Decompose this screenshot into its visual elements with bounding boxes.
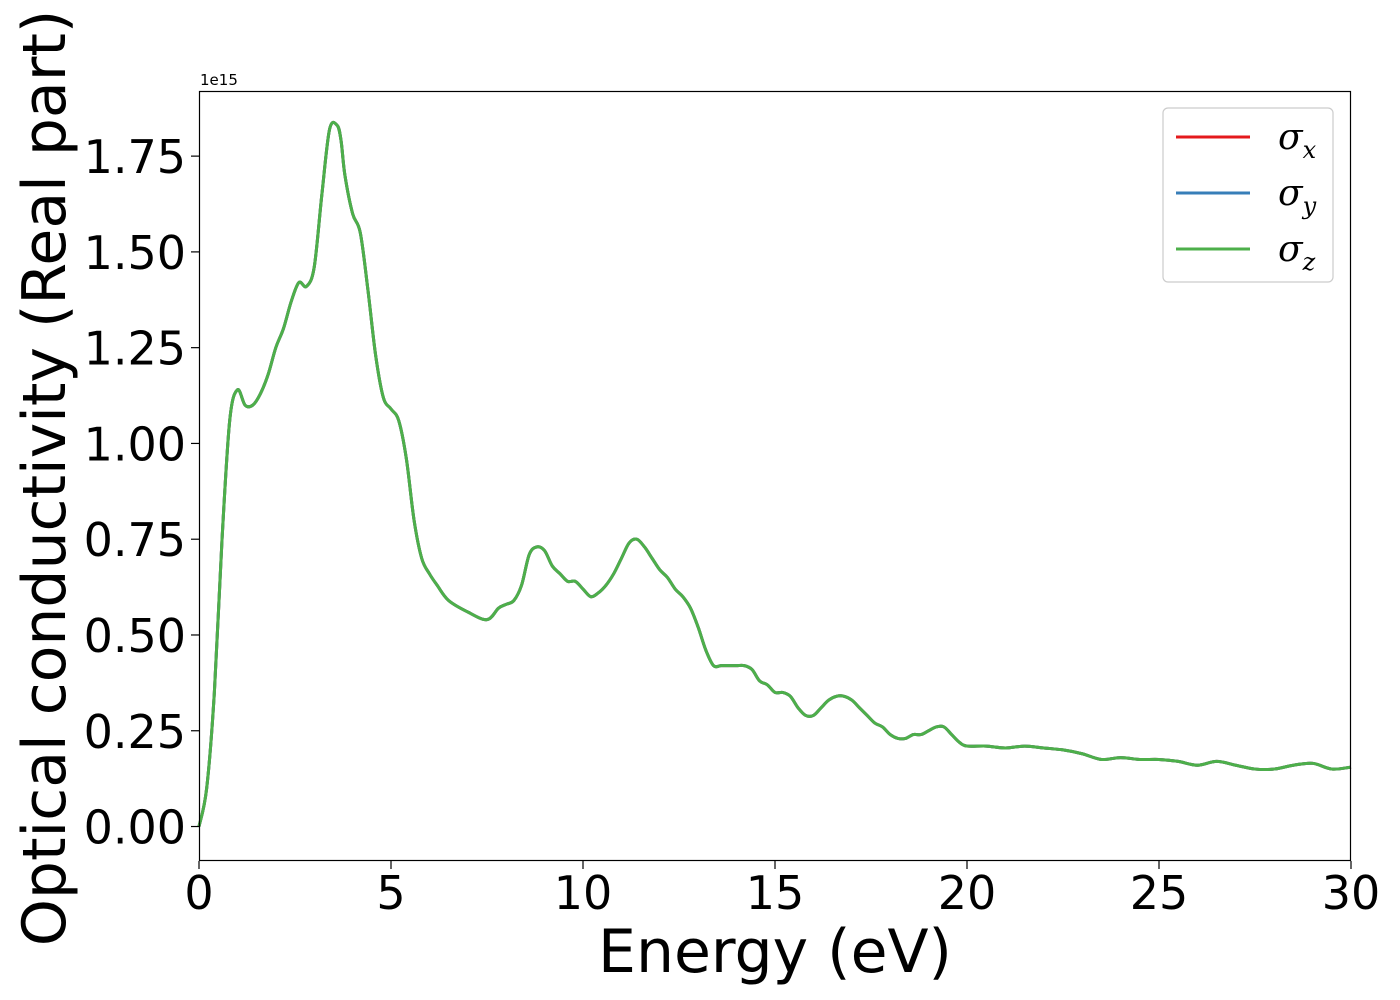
x-axis-ticks: 0 5 10 15 20 25 30 xyxy=(184,861,1380,920)
y-tick-label: 1.50 xyxy=(84,226,186,280)
y-axis-title: Optical conductivity (Real part) xyxy=(10,10,80,947)
x-tick-label: 25 xyxy=(1130,866,1189,920)
y-tick-label: 0.00 xyxy=(84,801,186,855)
y-tick-label: 1.75 xyxy=(84,130,186,184)
y-tick-label: 0.75 xyxy=(84,513,186,567)
y-tick-label: 0.50 xyxy=(84,609,186,663)
x-tick-label: 15 xyxy=(746,866,805,920)
legend-label: σy xyxy=(1278,173,1317,220)
x-tick-label: 10 xyxy=(554,866,613,920)
x-tick-label: 30 xyxy=(1322,866,1381,920)
plot-background xyxy=(199,91,1351,861)
plot-area xyxy=(199,91,1351,861)
legend-label: σz xyxy=(1278,229,1316,276)
x-tick-label: 5 xyxy=(376,866,405,920)
series-line-sigma-z xyxy=(197,120,1352,827)
y-tick-label: 1.00 xyxy=(84,417,186,471)
x-tick-label: 0 xyxy=(184,866,213,920)
legend: σx σy σz xyxy=(1162,107,1334,283)
y-tick-label: 1.25 xyxy=(84,322,186,376)
y-axis-ticks: 0.00 0.25 0.50 0.75 1.00 1.25 1.50 1.75 xyxy=(84,130,199,855)
legend-label: σx xyxy=(1278,117,1317,164)
x-axis-title: Energy (eV) xyxy=(598,917,952,987)
y-tick-label: 0.25 xyxy=(84,705,186,759)
legend-box xyxy=(1162,107,1334,283)
x-tick-label: 20 xyxy=(938,866,997,920)
plot-frame xyxy=(198,90,1352,862)
series-layer xyxy=(197,120,1352,827)
y-offset-label: 1e15 xyxy=(200,71,238,89)
